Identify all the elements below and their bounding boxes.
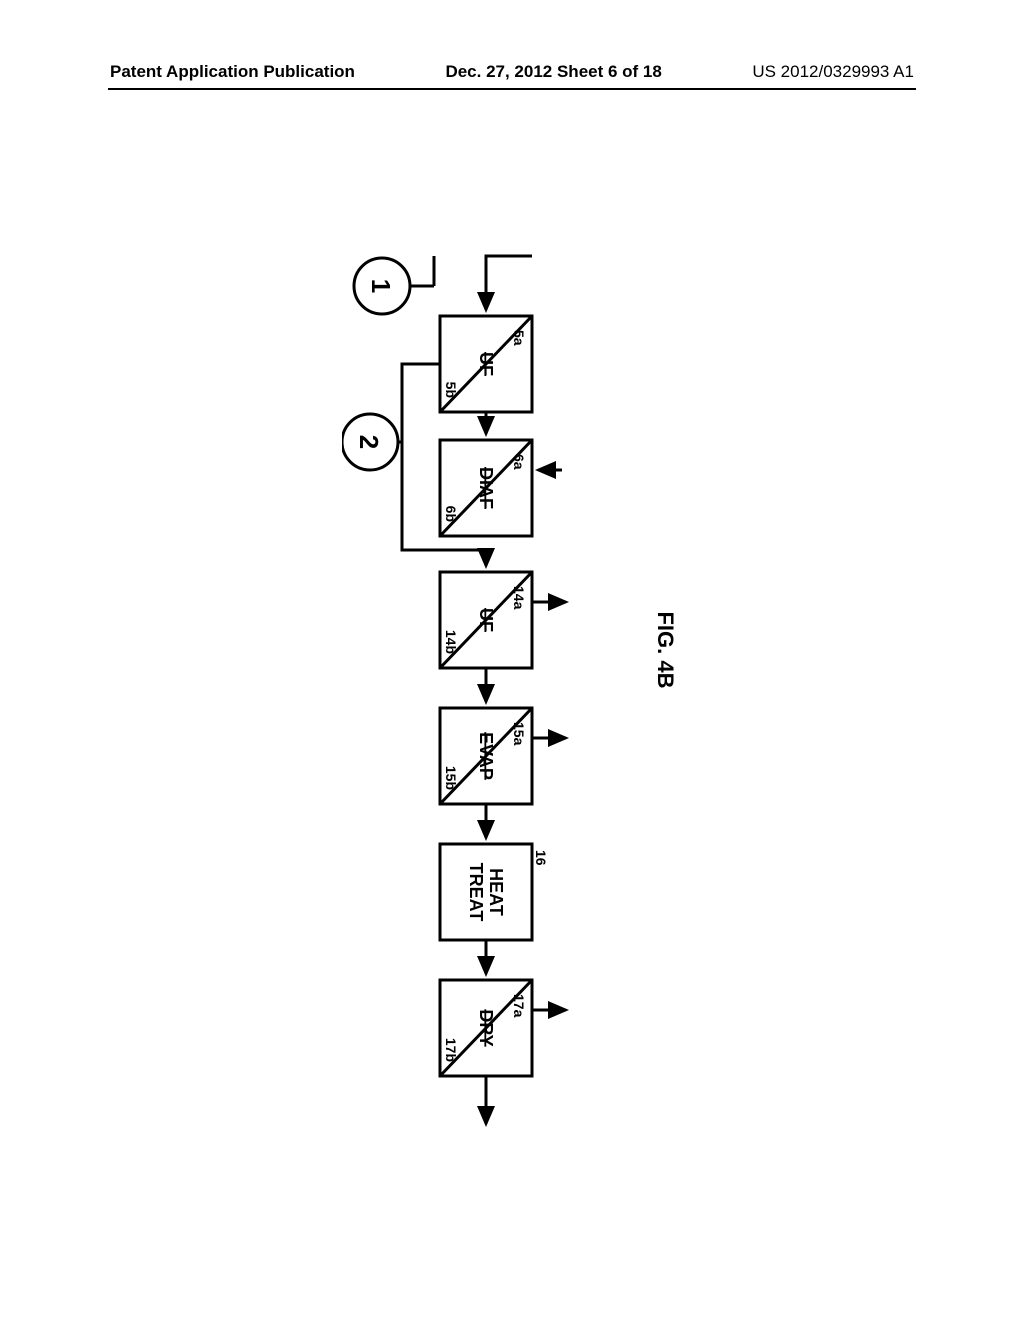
uf1-label-b: 5b [443, 382, 459, 398]
heat-line1: HEAT [486, 868, 506, 916]
evap-label-a: 15a [511, 722, 527, 746]
header-divider [108, 88, 916, 90]
circle-2-label: 2 [354, 435, 384, 449]
dry-label-b: 17b [443, 1038, 459, 1062]
block-evap: 15a 15b EVAP [440, 708, 532, 804]
process-flow-diagram: FIG. 4B 5a 5b UF 6a 6b DIAF 1 2 [342, 250, 682, 1150]
block-uf1: 5a 5b UF [440, 316, 532, 412]
figure-title: FIG. 4B [653, 611, 678, 688]
header-center: Dec. 27, 2012 Sheet 6 of 18 [445, 62, 661, 82]
heat-line2: TREAT [466, 863, 486, 922]
uf2-label-b: 14b [443, 630, 459, 654]
circle-1-label: 1 [366, 279, 396, 293]
diagram-container: FIG. 4B 5a 5b UF 6a 6b DIAF 1 2 [342, 250, 682, 1150]
block-uf2: 14a 14b UF [440, 572, 532, 668]
diaf-label-b: 6b [443, 506, 459, 522]
uf2-label-a: 14a [511, 586, 527, 610]
block-diaf: 6a 6b DIAF [440, 440, 532, 536]
dry-label: DRY [476, 1009, 496, 1046]
header-right: US 2012/0329993 A1 [752, 62, 914, 82]
heat-num: 16 [533, 850, 549, 866]
dry-label-a: 17a [511, 994, 527, 1018]
evap-label: EVAP [476, 732, 496, 780]
uf2-label: UF [476, 608, 496, 632]
uf1-label-a: 5a [511, 330, 527, 346]
diaf-label: DIAF [476, 467, 496, 509]
block-heat: 16 HEAT TREAT [440, 844, 549, 940]
evap-label-b: 15b [443, 766, 459, 790]
page-header: Patent Application Publication Dec. 27, … [110, 62, 914, 82]
diaf-label-a: 6a [511, 454, 527, 470]
header-left: Patent Application Publication [110, 62, 355, 82]
uf1-label: UF [476, 352, 496, 376]
block-dry: 17a 17b DRY [440, 980, 532, 1076]
in-arrow-uf1 [486, 256, 532, 310]
